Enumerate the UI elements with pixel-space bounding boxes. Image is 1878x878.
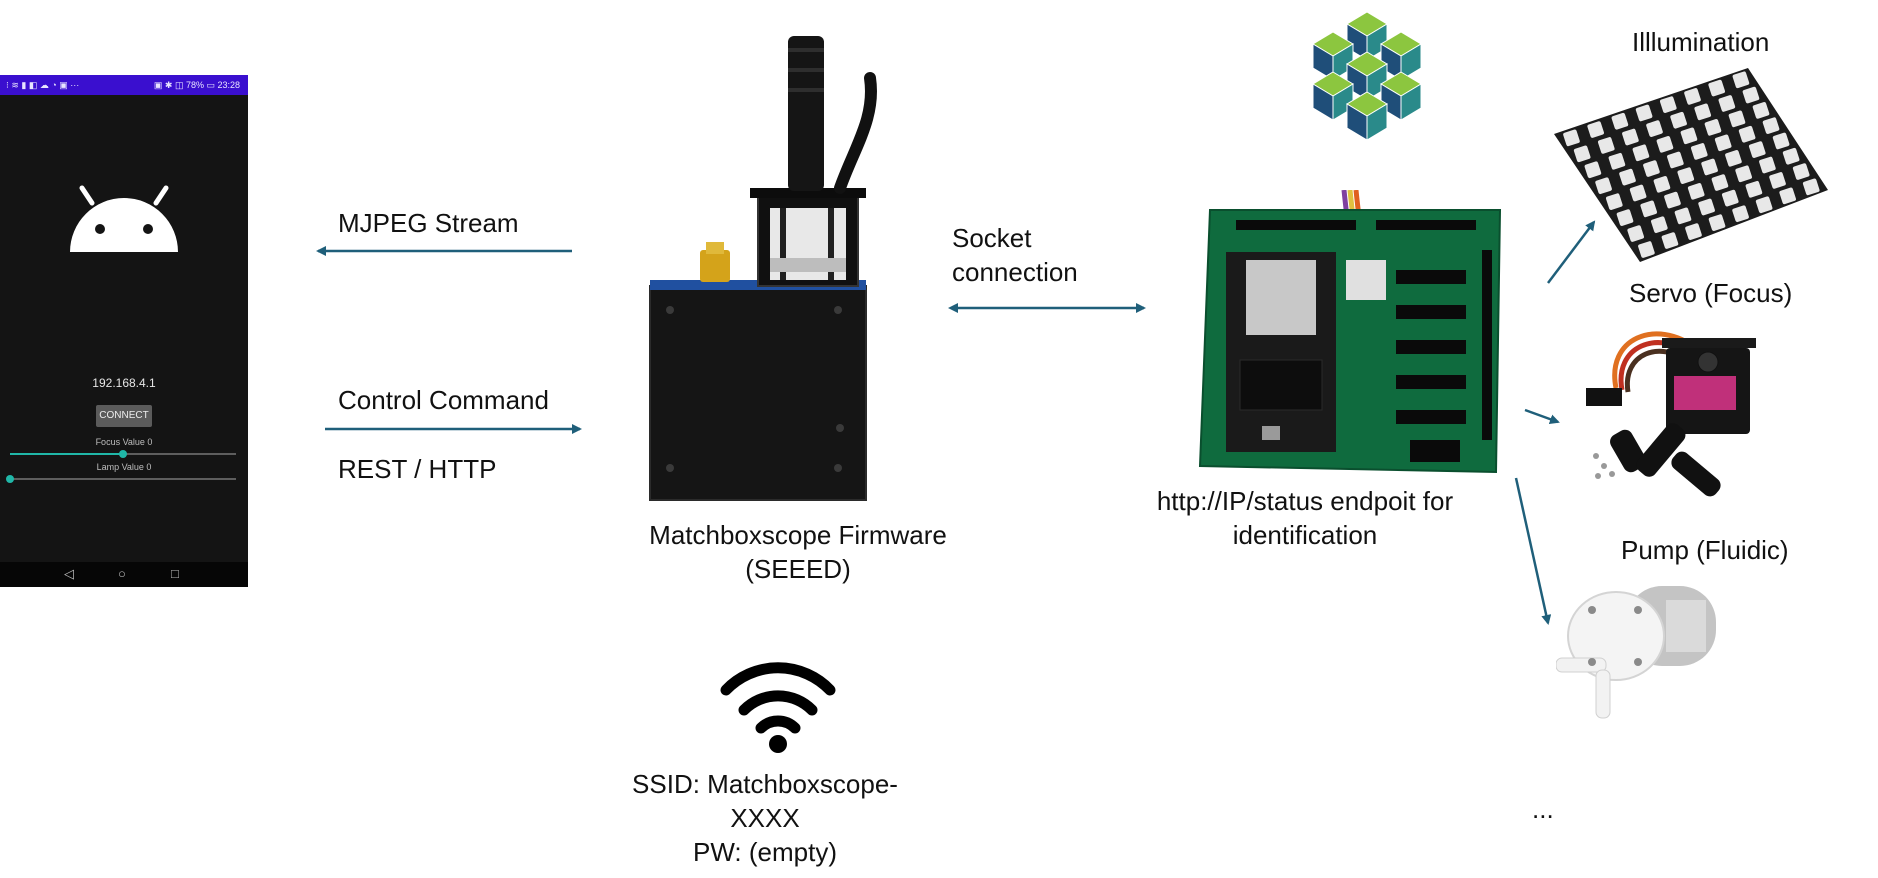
ssid-line1: SSID: Matchboxscope- <box>632 769 898 799</box>
password-line: PW: (empty) <box>693 837 837 867</box>
socket-connection-label: Socket connection <box>952 221 1078 289</box>
android-logo-icon <box>70 185 178 252</box>
more-devices-ellipsis: ... <box>1532 794 1554 824</box>
connect-button[interactable]: CONNECT <box>96 405 152 427</box>
control-command-label: Control Command <box>338 385 549 415</box>
wifi-credentials-label: SSID: Matchboxscope- XXXX PW: (empty) <box>590 767 940 869</box>
led-matrix-image <box>1554 68 1828 262</box>
pump-image <box>1556 586 1716 719</box>
android-app-screenshot: ⁝ ≋ ▮ ◧ ☁ ◔ ▣ ··· ▣ ✱ ◫ 78% ▭ 23:28 192.… <box>0 75 248 587</box>
recent-apps-icon[interactable]: □ <box>171 566 179 581</box>
servo-motor-image <box>1586 331 1756 497</box>
pump-arrow <box>1514 477 1552 625</box>
wifi-icon <box>720 662 836 753</box>
firmware-label: Matchboxscope Firmware (SEEED) <box>598 518 998 586</box>
home-icon[interactable]: ○ <box>118 566 126 581</box>
mjpeg-stream-label: MJPEG Stream <box>338 208 519 238</box>
esp32-pcb-board-image <box>1198 190 1502 474</box>
status-label-line1: http://IP/status endpoit for <box>1156 486 1454 516</box>
ssid-line2: XXXX <box>730 803 800 833</box>
lamp-slider-thumb[interactable] <box>6 475 14 483</box>
status-icons-right: ▣ ✱ ◫ 78% ▭ 23:28 <box>153 80 240 90</box>
status-icons-left: ⁝ ≋ ▮ ◧ ☁ ◔ ▣ ··· <box>6 80 80 90</box>
navigation-bar: ◁ ○ □ <box>0 562 248 587</box>
status-bar: ⁝ ≋ ▮ ◧ ☁ ◔ ▣ ··· ▣ ✱ ◫ 78% ▭ 23:28 <box>0 75 248 95</box>
uc2-cube-logo-icon <box>1312 12 1422 141</box>
illumination-label: Illlumination <box>1632 27 1770 57</box>
socket-label-line1: Socket <box>952 223 1032 253</box>
rest-http-label: REST / HTTP <box>338 454 497 484</box>
socket-label-line2: connection <box>952 257 1078 287</box>
pump-fluidic-label: Pump (Fluidic) <box>1621 535 1789 565</box>
servo-arrow <box>1524 408 1560 424</box>
ip-address-text: 192.168.4.1 <box>92 376 156 390</box>
firmware-label-line1: Matchboxscope Firmware <box>649 520 947 550</box>
focus-slider-thumb[interactable] <box>119 450 127 458</box>
illumination-arrow <box>1547 220 1596 284</box>
lamp-value-label: Lamp Value 0 <box>96 462 152 472</box>
focus-value-label: Focus Value 0 <box>95 437 153 447</box>
matchboxscope-device-image <box>649 36 877 501</box>
status-label-line2: identification <box>1232 520 1378 550</box>
servo-focus-label: Servo (Focus) <box>1629 278 1793 308</box>
status-endpoint-label: http://IP/status endpoit for identificat… <box>1110 484 1500 552</box>
firmware-label-line2: (SEEED) <box>745 554 851 584</box>
back-icon[interactable]: ◁ <box>64 566 74 581</box>
